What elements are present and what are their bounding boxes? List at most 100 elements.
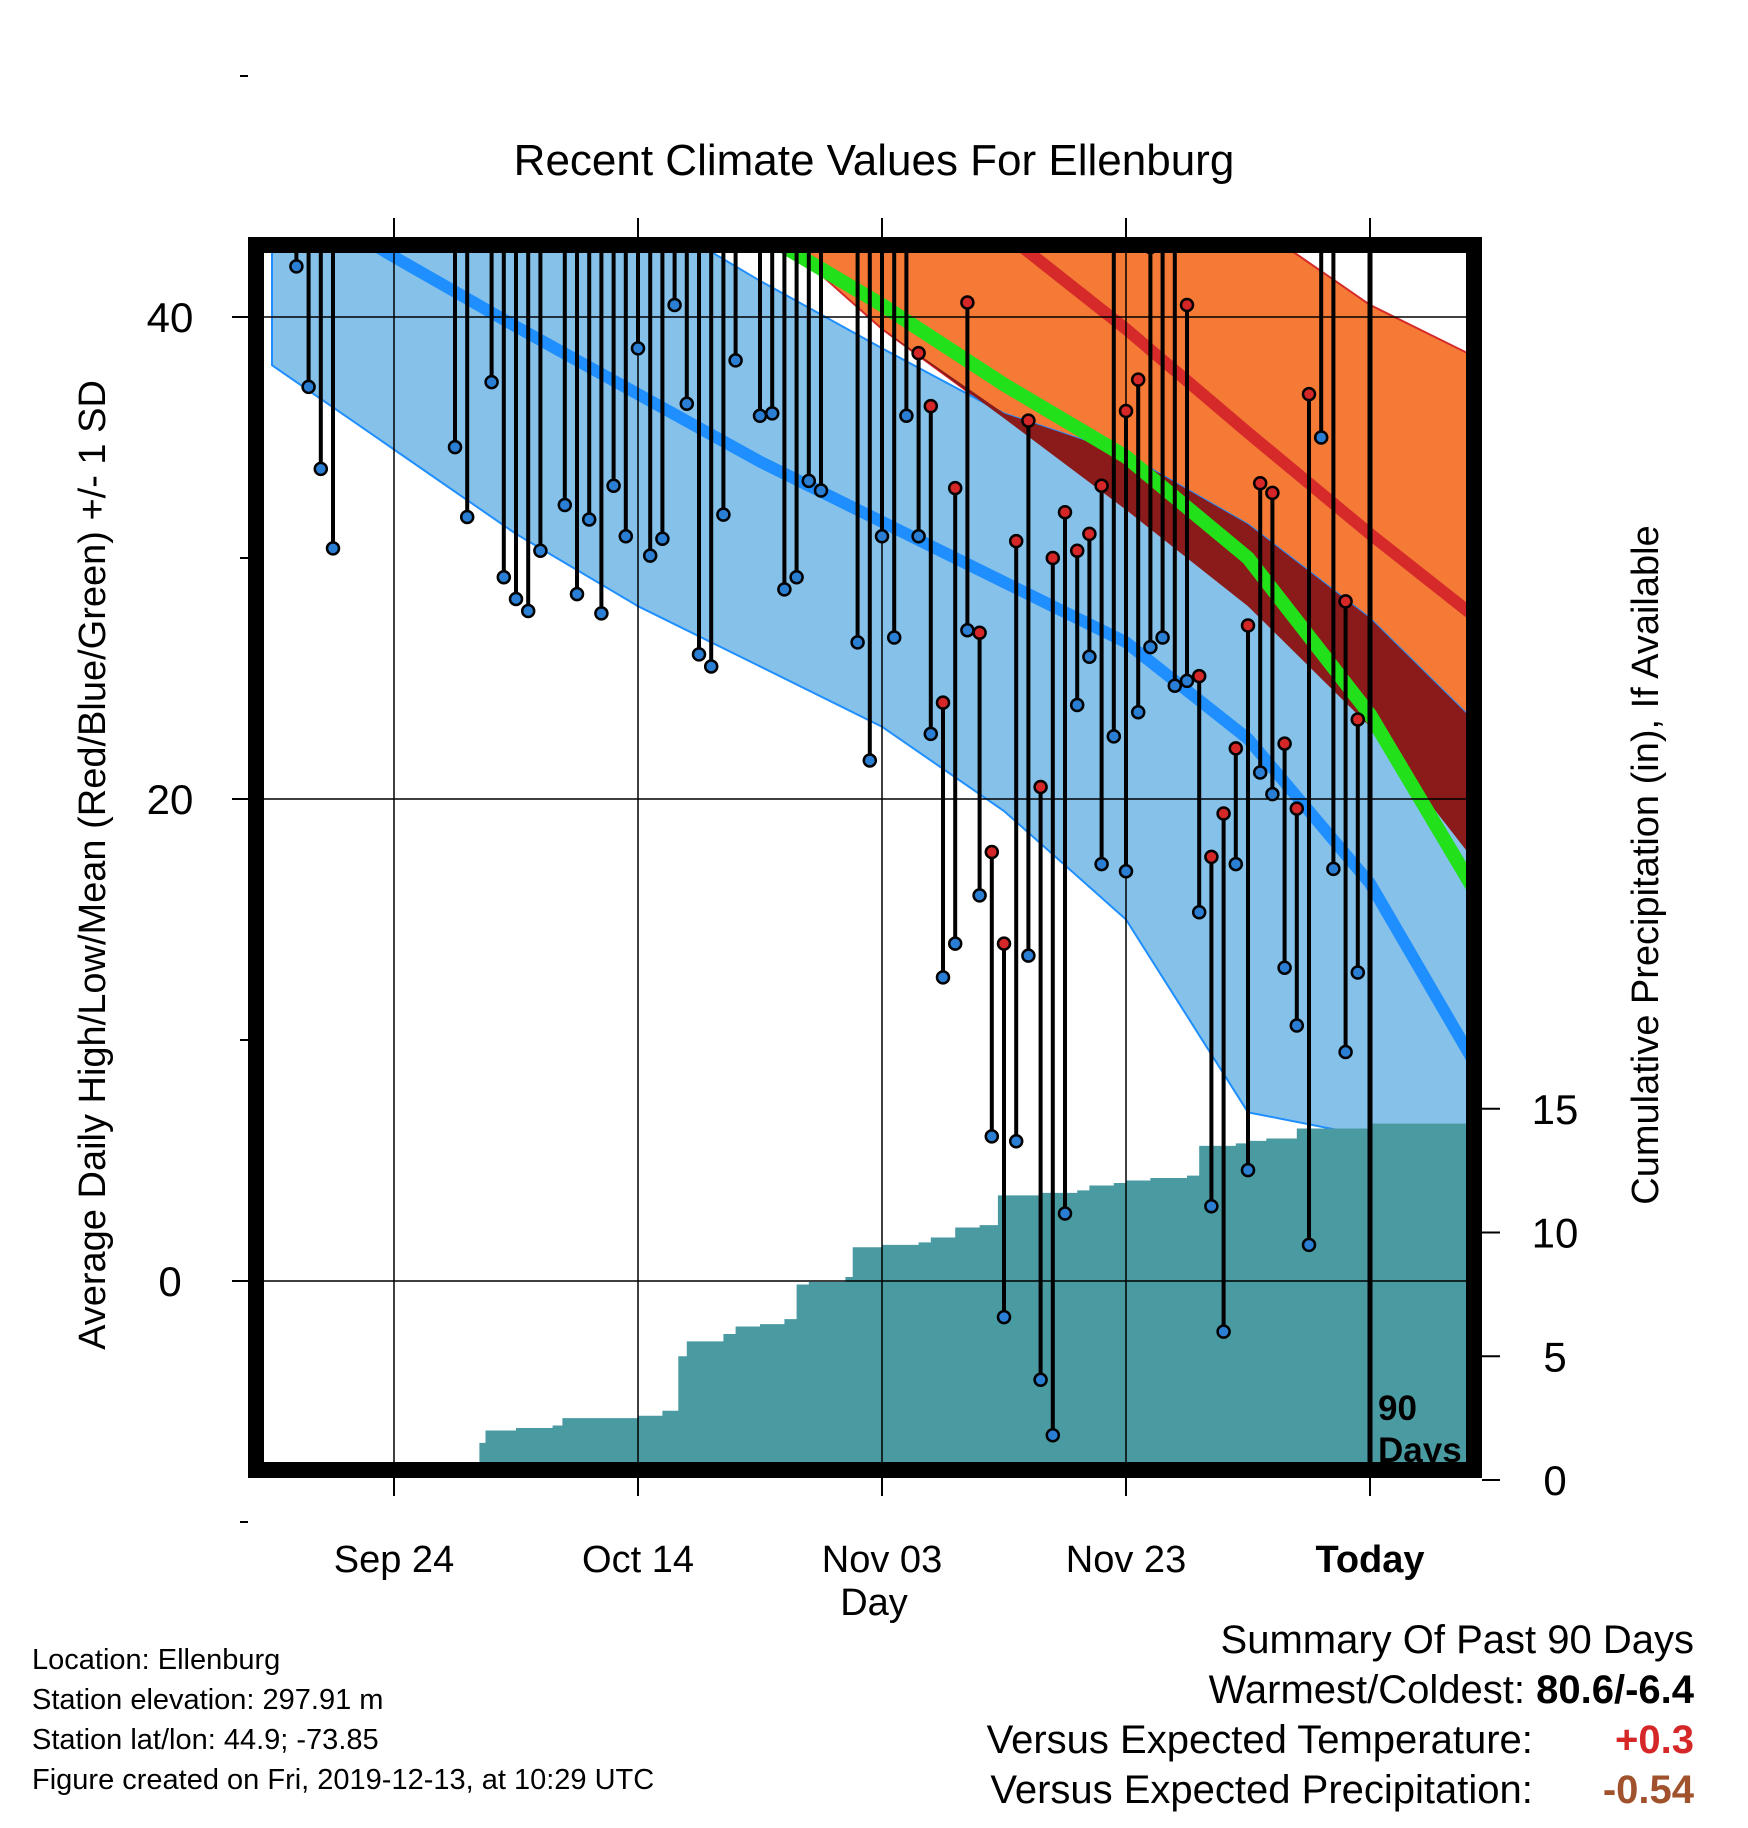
y-tick-label-right: 15 bbox=[1532, 1086, 1579, 1133]
high-point bbox=[935, 695, 951, 710]
high-point bbox=[1252, 476, 1268, 491]
y-tick-label-left: 0 bbox=[158, 1258, 181, 1305]
low-point bbox=[1033, 1372, 1048, 1388]
plot-area bbox=[256, 17, 1474, 1470]
high-point bbox=[1228, 741, 1244, 756]
low-point bbox=[473, 72, 485, 84]
low-point bbox=[412, 159, 424, 171]
high-point bbox=[791, 17, 803, 29]
low-point bbox=[899, 408, 914, 424]
low-point bbox=[569, 586, 585, 602]
high-point bbox=[923, 398, 939, 414]
warmest-coldest-row: Warmest/Coldest: 80.6/-6.4 bbox=[987, 1665, 1694, 1715]
low-point bbox=[1338, 1044, 1353, 1060]
temp-departure-label: Versus Expected Temperature: bbox=[986, 1718, 1533, 1762]
low-point bbox=[1082, 649, 1097, 665]
low-point bbox=[728, 353, 743, 368]
low-point bbox=[1008, 1133, 1024, 1149]
normal-high-line bbox=[1010, 245, 1474, 624]
low-point bbox=[425, 200, 437, 212]
high-point bbox=[1045, 550, 1061, 566]
high-point bbox=[1265, 485, 1280, 501]
low-point bbox=[301, 379, 316, 395]
low-point bbox=[1191, 905, 1207, 920]
low-point bbox=[289, 259, 304, 274]
summary-title: Summary Of Past 90 Days bbox=[1220, 1618, 1694, 1662]
low-point bbox=[325, 541, 341, 556]
high-point bbox=[1033, 779, 1048, 795]
high-point bbox=[693, 109, 705, 121]
temp-departure-row: Versus Expected Temperature: +0.3 bbox=[987, 1715, 1694, 1765]
high-point bbox=[1327, 75, 1339, 87]
low-point bbox=[459, 509, 475, 525]
precip-departure-value: -0.54 bbox=[1602, 1768, 1694, 1812]
low-point bbox=[984, 1129, 1000, 1144]
low-point bbox=[874, 529, 890, 544]
low-point bbox=[850, 635, 865, 650]
high-point bbox=[1216, 806, 1231, 821]
y-tick-label-left: 20 bbox=[147, 776, 194, 823]
high-point bbox=[766, 109, 778, 121]
low-point bbox=[827, 70, 839, 82]
high-point bbox=[1277, 736, 1292, 751]
high-point bbox=[1021, 413, 1036, 428]
low-point bbox=[388, 51, 400, 63]
low-point bbox=[533, 543, 548, 559]
y-tick-label-right: 5 bbox=[1543, 1333, 1566, 1380]
low-point bbox=[1045, 1427, 1061, 1443]
precip-departure-label: Versus Expected Precipitation: bbox=[990, 1768, 1533, 1812]
warmest-coldest-value: 80.6/-6.4 bbox=[1536, 1668, 1694, 1712]
low-point bbox=[484, 374, 499, 390]
low-point bbox=[630, 341, 646, 356]
high-point bbox=[1057, 504, 1073, 520]
low-point bbox=[655, 531, 670, 546]
low-point bbox=[911, 529, 926, 544]
high-point bbox=[1204, 849, 1219, 865]
high-point bbox=[1157, 63, 1169, 75]
high-point bbox=[1338, 594, 1353, 609]
low-point bbox=[923, 726, 939, 742]
low-point bbox=[935, 970, 951, 985]
y-axis-label-left: Average Daily High/Low/Mean (Red/Blue/Gr… bbox=[72, 380, 114, 1350]
y-tick-label-right: 10 bbox=[1532, 1210, 1579, 1257]
low-point bbox=[594, 606, 609, 621]
low-point bbox=[1130, 704, 1146, 720]
low-point bbox=[752, 408, 768, 424]
low-point bbox=[1167, 678, 1183, 693]
x-tick-label: Oct 14 bbox=[582, 1539, 694, 1581]
latlon-text: Station lat/lon: 44.9; -73.85 bbox=[32, 1724, 379, 1756]
low-point bbox=[1106, 729, 1122, 744]
low-point bbox=[1252, 765, 1268, 780]
low-point bbox=[557, 497, 573, 513]
high-point bbox=[1118, 403, 1134, 419]
high-point bbox=[1094, 478, 1109, 493]
low-point bbox=[1094, 856, 1109, 872]
low-point bbox=[447, 439, 463, 455]
x-tick-label: Sep 24 bbox=[334, 1539, 454, 1581]
low-point bbox=[278, 154, 290, 166]
low-point bbox=[496, 570, 512, 585]
low-point bbox=[1350, 965, 1366, 980]
low-point bbox=[667, 297, 682, 313]
low-point bbox=[1326, 861, 1341, 877]
low-point bbox=[789, 570, 804, 585]
low-point bbox=[581, 512, 597, 527]
low-point bbox=[520, 603, 536, 619]
y-axis-label-right: Cumulative Precipitation (in), If Availa… bbox=[1625, 525, 1667, 1204]
temp-departure-value: +0.3 bbox=[1615, 1718, 1694, 1762]
low-point bbox=[862, 753, 878, 768]
high-point bbox=[1179, 297, 1195, 313]
high-point bbox=[1240, 618, 1256, 633]
low-point bbox=[508, 591, 524, 607]
high-point bbox=[911, 345, 926, 361]
high-point bbox=[1008, 533, 1024, 549]
elevation-text: Station elevation: 297.91 m bbox=[32, 1684, 384, 1716]
low-point bbox=[1265, 786, 1280, 802]
low-point bbox=[972, 888, 987, 903]
high-point bbox=[498, 183, 510, 195]
high-point bbox=[1108, 210, 1120, 222]
low-point bbox=[1289, 1018, 1305, 1033]
low-point bbox=[886, 630, 902, 645]
low-point bbox=[1216, 1324, 1231, 1339]
low-point bbox=[1057, 1206, 1073, 1221]
